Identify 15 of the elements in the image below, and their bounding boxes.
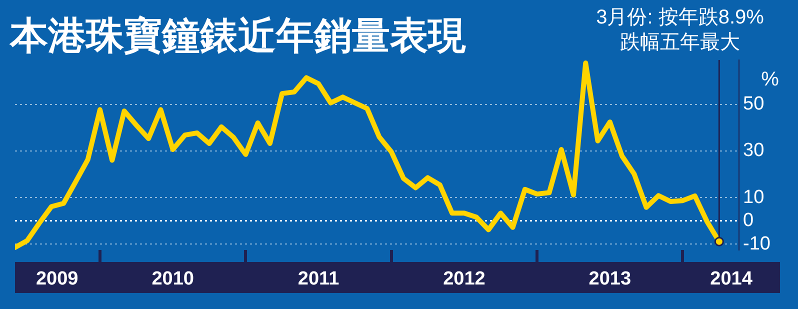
x-tick-label: 2012 [443,268,486,290]
y-axis-title: % [761,68,780,91]
y-tick-label: 10 [743,186,764,208]
x-tick-label: 2013 [588,268,632,290]
x-tick-label: 2009 [36,268,78,290]
x-tick-label: 2011 [298,268,340,290]
chart-title: 本港珠寶鐘錶近年銷量表現 [9,14,466,58]
text: 3月份: 按年跌8.9% [596,6,764,29]
y-tick-label: 50 [743,94,764,115]
y-tick-label: 0 [743,210,754,232]
y-tick-label: 30 [743,140,764,162]
annotation: 跌幅五年最大 [620,32,740,54]
x-tick-label: 2014 [710,268,753,290]
x-tick-label: 2010 [152,268,194,290]
y-tick-label: -10 [743,233,770,254]
